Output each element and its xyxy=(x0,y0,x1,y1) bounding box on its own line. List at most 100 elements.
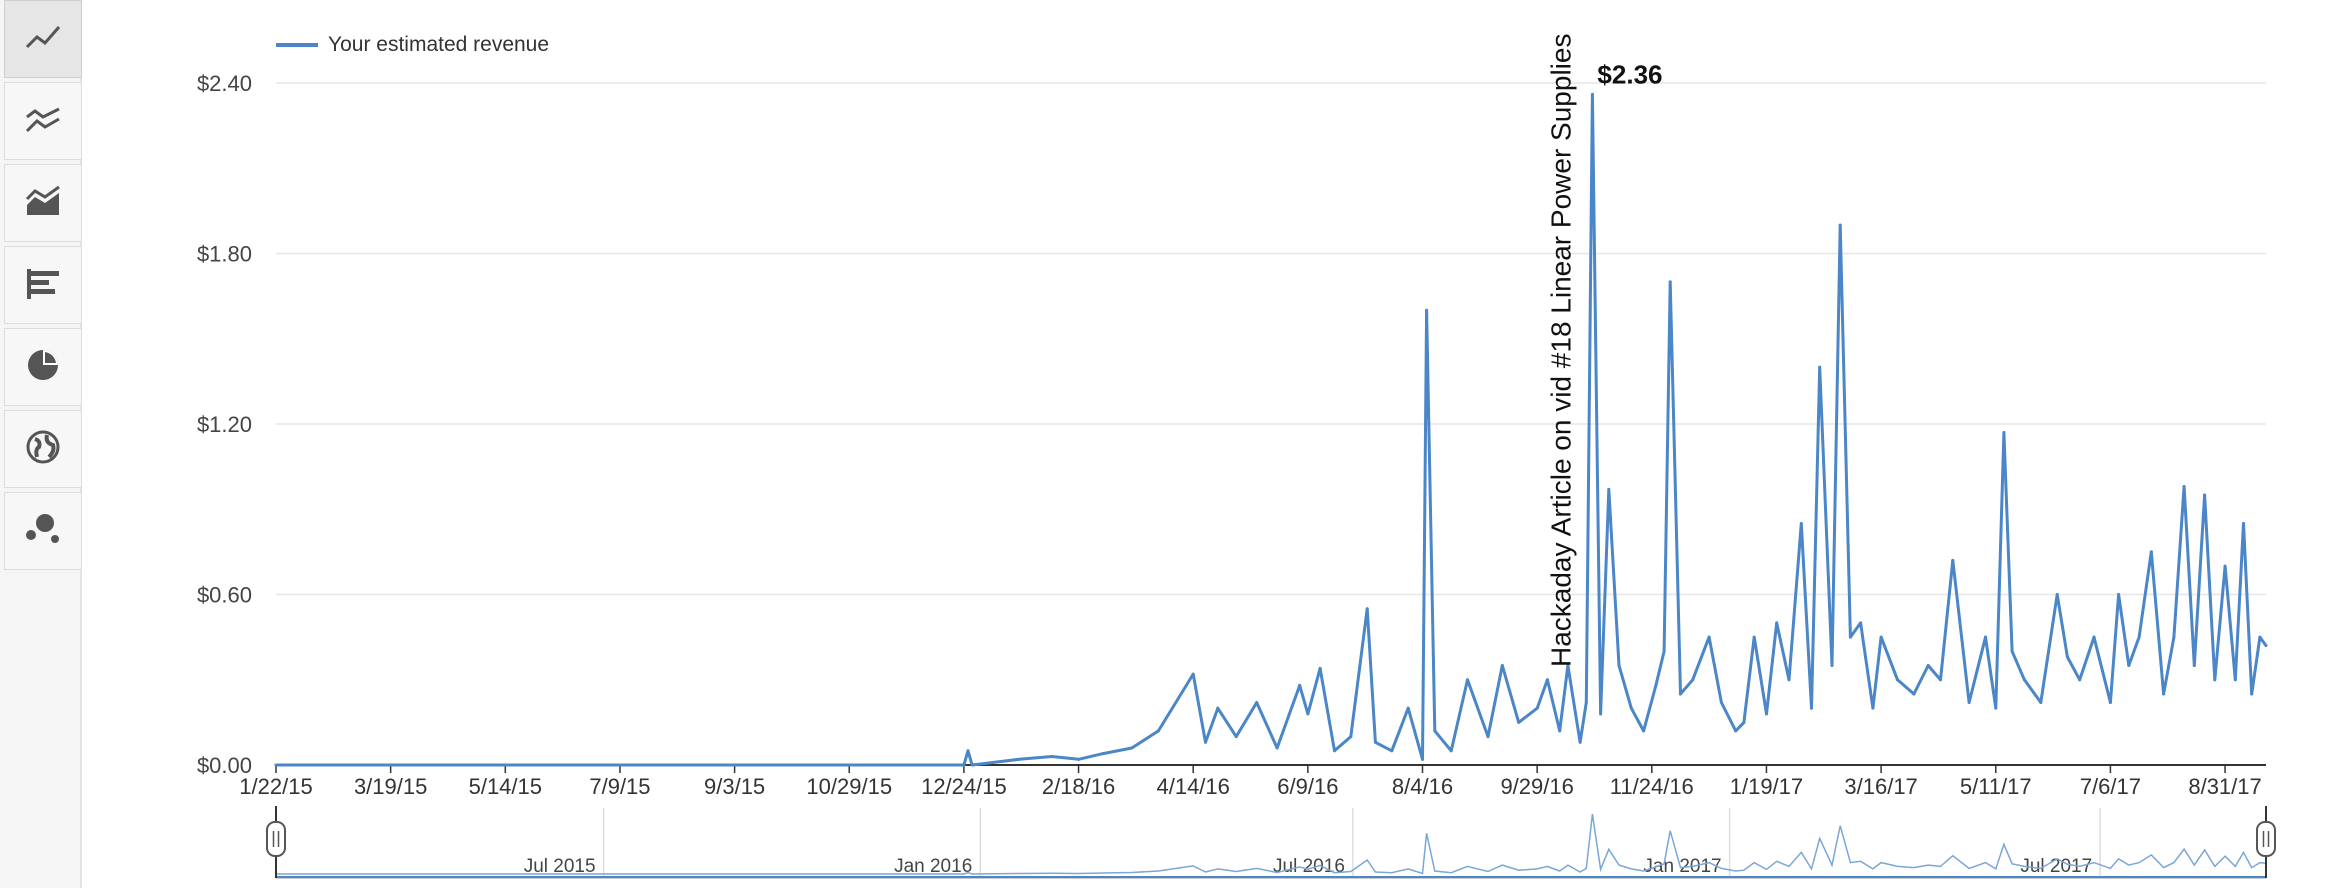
data-point xyxy=(1101,752,1105,756)
chart-legend: Your estimated revenue xyxy=(276,30,549,60)
navigator-label: Jan 2016 xyxy=(894,856,972,877)
data-point xyxy=(2108,700,2112,704)
x-tick-label: 8/31/17 xyxy=(2188,774,2261,799)
data-point xyxy=(1642,729,1646,733)
data-point xyxy=(1668,280,1672,284)
y-tick-label: $1.80 xyxy=(197,242,252,267)
data-point xyxy=(1203,740,1207,744)
data-point xyxy=(1578,740,1582,744)
x-tick-label: 3/16/17 xyxy=(1844,774,1917,799)
data-point xyxy=(1838,223,1842,227)
data-point xyxy=(1590,92,1594,96)
data-point xyxy=(962,763,966,767)
bubble-chart-icon xyxy=(23,509,63,554)
data-point xyxy=(274,763,278,767)
range-start-handle[interactable] xyxy=(266,821,286,857)
data-point xyxy=(1255,700,1259,704)
data-point xyxy=(1433,729,1437,733)
data-point xyxy=(1607,487,1611,491)
data-point xyxy=(966,749,970,753)
data-point xyxy=(2022,678,2026,682)
data-point xyxy=(1077,757,1081,761)
data-point xyxy=(1984,635,1988,639)
data-point xyxy=(2223,564,2227,568)
pie-chart-icon xyxy=(23,345,63,390)
x-tick-label: 11/24/16 xyxy=(1610,774,1694,799)
x-tick-label: 9/3/15 xyxy=(704,774,765,799)
data-point xyxy=(1848,635,1852,639)
data-point xyxy=(1926,664,1930,668)
x-tick-label: 10/29/15 xyxy=(806,774,892,799)
data-point xyxy=(2137,635,2141,639)
data-point xyxy=(1951,558,1955,562)
data-point xyxy=(1017,757,1021,761)
multi-line-chart-icon xyxy=(23,99,63,144)
data-point xyxy=(2117,593,2121,596)
data-point xyxy=(1879,635,1883,639)
data-point xyxy=(1599,712,1603,716)
data-point xyxy=(1809,706,1813,710)
chart-type-sidebar xyxy=(0,0,82,888)
data-point xyxy=(2162,692,2166,696)
data-point xyxy=(1566,664,1570,668)
data-point xyxy=(1967,700,1971,704)
data-point xyxy=(1742,720,1746,724)
data-point xyxy=(1517,720,1521,724)
data-point xyxy=(1764,712,1768,716)
data-point xyxy=(1318,666,1322,670)
data-point xyxy=(1486,735,1490,739)
data-point xyxy=(970,763,974,767)
navigator-label: Jul 2017 xyxy=(2020,856,2092,877)
data-point xyxy=(1617,664,1621,668)
x-tick-label: 7/9/15 xyxy=(589,774,650,799)
x-tick-label: 6/9/16 xyxy=(1277,774,1338,799)
range-end-handle[interactable] xyxy=(2256,821,2276,857)
data-point xyxy=(1691,678,1695,682)
line-chart-button[interactable] xyxy=(4,0,82,78)
data-point xyxy=(1216,706,1220,710)
data-point xyxy=(2055,593,2059,596)
data-point xyxy=(1275,746,1279,750)
data-point xyxy=(2182,485,2186,489)
data-point xyxy=(1535,706,1539,710)
line-chart-icon xyxy=(23,17,63,62)
data-point xyxy=(1558,729,1562,733)
data-point xyxy=(1678,692,1682,696)
navigator-label: Jul 2016 xyxy=(1273,856,1345,877)
bar-chart-button[interactable] xyxy=(4,246,82,324)
data-point xyxy=(1787,678,1791,682)
data-point xyxy=(1349,735,1353,739)
data-point xyxy=(1799,521,1803,525)
data-point xyxy=(1545,678,1549,682)
x-tick-label: 8/4/16 xyxy=(1392,774,1453,799)
data-point xyxy=(2203,493,2207,497)
data-point xyxy=(1365,607,1369,611)
globe-map-button[interactable] xyxy=(4,410,82,488)
pie-chart-button[interactable] xyxy=(4,328,82,406)
data-point xyxy=(1912,692,1916,696)
stacked-area-chart-icon xyxy=(23,181,63,226)
bar-chart-icon xyxy=(23,263,63,308)
x-tick-label: 1/22/15 xyxy=(239,774,312,799)
globe-map-icon xyxy=(23,427,63,472)
navigator-series-line xyxy=(276,813,2267,875)
data-point xyxy=(1775,621,1779,625)
x-tick-label: 3/19/15 xyxy=(354,774,427,799)
bubble-chart-button[interactable] xyxy=(4,492,82,570)
data-point xyxy=(1306,712,1310,716)
data-point xyxy=(1662,649,1666,653)
data-point xyxy=(1500,664,1504,668)
data-point xyxy=(1191,672,1195,676)
data-point xyxy=(1234,735,1238,739)
data-point xyxy=(1830,664,1834,668)
data-point xyxy=(2250,692,2254,696)
x-tick-label: 7/6/17 xyxy=(2080,774,2141,799)
data-point xyxy=(1707,635,1711,639)
stacked-area-chart-button[interactable] xyxy=(4,164,82,242)
legend-label: Your estimated revenue xyxy=(328,33,550,56)
multi-line-chart-button[interactable] xyxy=(4,82,82,160)
data-point xyxy=(1871,706,1875,710)
data-point xyxy=(1390,749,1394,753)
legend-swatch xyxy=(276,43,318,47)
x-tick-label: 9/29/16 xyxy=(1500,774,1573,799)
